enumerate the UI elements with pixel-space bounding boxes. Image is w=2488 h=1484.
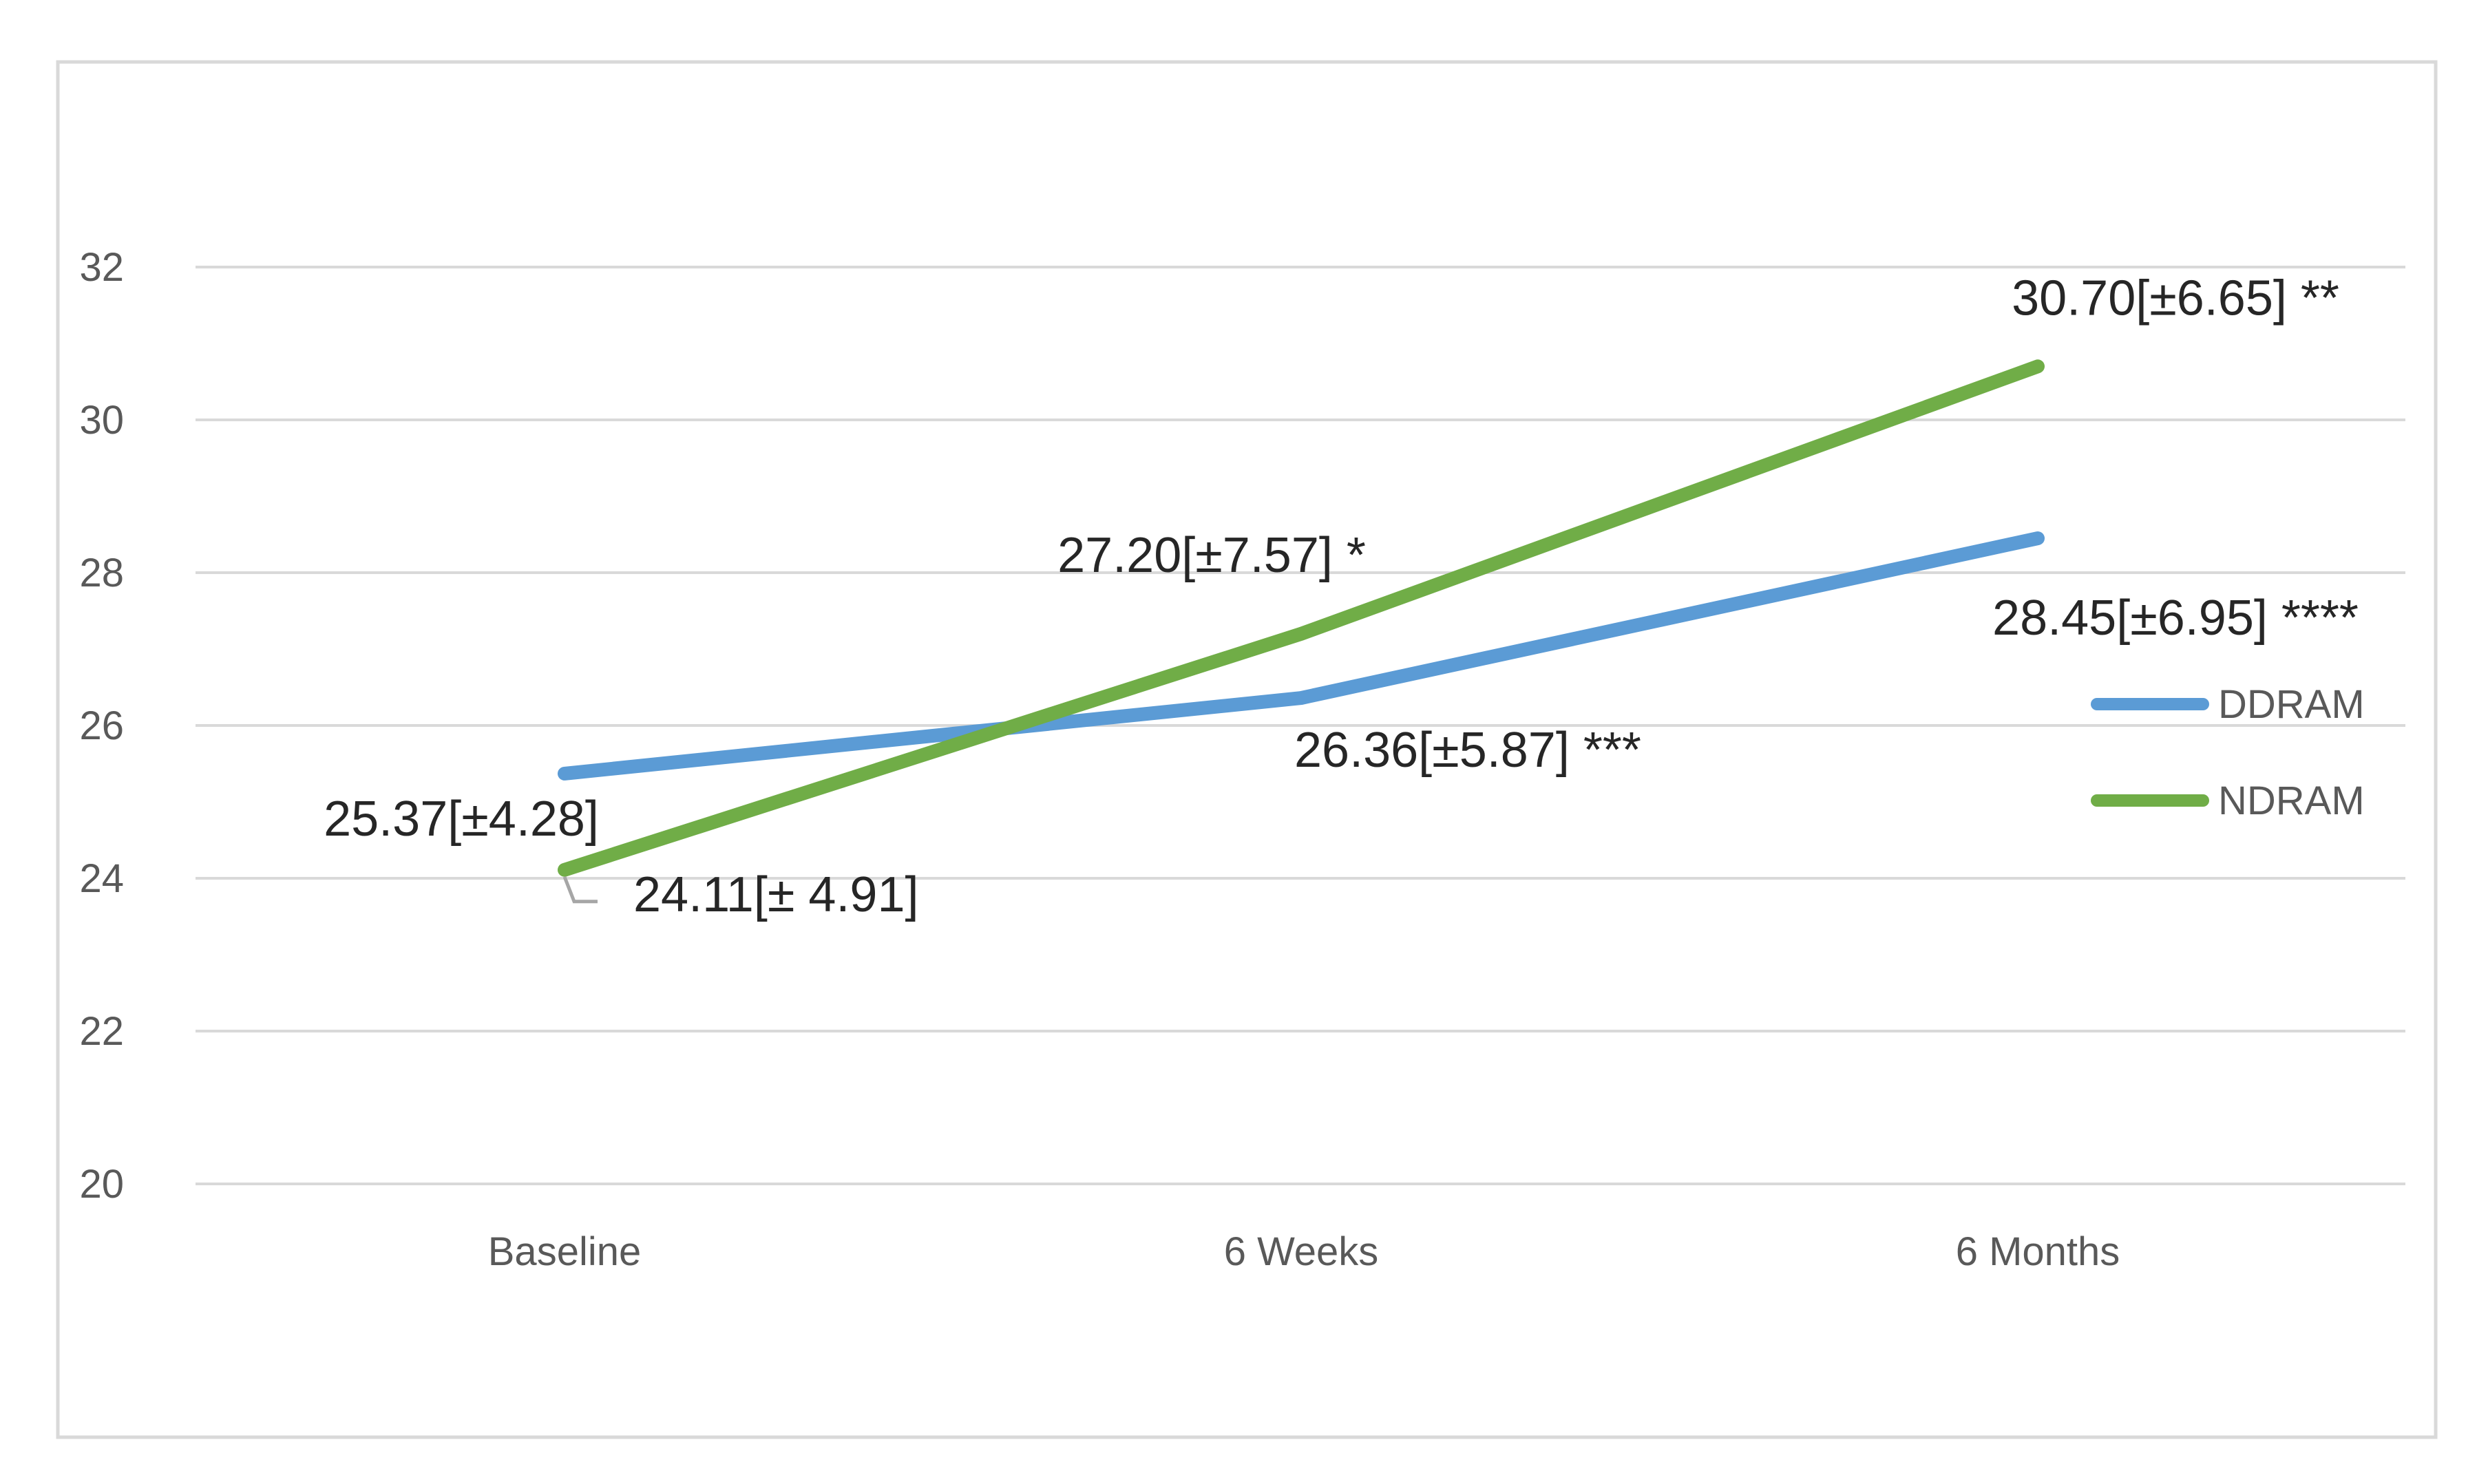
legend: DDRAM NDRAM <box>2091 682 2365 823</box>
leader-line <box>562 876 598 904</box>
y-tick-label: 20 <box>79 1162 124 1207</box>
series-line-ndram <box>558 359 2045 877</box>
data-point <box>1300 633 1302 635</box>
data-point <box>564 869 565 871</box>
y-tick-label: 32 <box>79 245 124 290</box>
x-axis-ticks: Baseline 6 Weeks 6 Months <box>488 1229 2120 1274</box>
data-label: 26.36[±5.87] *** <box>1294 723 1641 778</box>
data-point <box>564 773 565 774</box>
data-label: 25.37[±4.28] <box>324 792 599 847</box>
legend-label: DDRAM <box>2218 682 2365 727</box>
x-tick-label: 6 Months <box>1956 1229 2120 1274</box>
y-axis-ticks: 20 22 24 26 28 30 32 <box>79 245 124 1207</box>
data-label: 30.70[±6.65] ** <box>2012 271 2339 326</box>
data-point <box>2037 365 2038 367</box>
data-point <box>2037 538 2038 539</box>
y-tick-label: 22 <box>79 1009 124 1054</box>
data-labels: 25.37[±4.28] 26.36[±5.87] *** 28.45[±6.95]… <box>324 271 2359 922</box>
data-label: 28.45[±6.95] **** <box>1992 591 2359 646</box>
data-label: 27.20[±7.57] * <box>1057 528 1366 583</box>
series-line-ddram <box>558 531 2045 781</box>
x-tick-label: 6 Weeks <box>1224 1229 1379 1274</box>
y-tick-label: 24 <box>79 856 124 901</box>
y-tick-label: 30 <box>79 398 124 443</box>
data-point <box>1300 697 1302 699</box>
series-lines <box>558 359 2045 877</box>
x-tick-label: Baseline <box>488 1229 641 1274</box>
data-label: 24.11[± 4.91] <box>633 867 919 922</box>
gridlines <box>196 266 2405 1185</box>
y-tick-label: 28 <box>79 551 124 595</box>
chart-border <box>56 60 2438 1439</box>
y-tick-label: 26 <box>79 703 124 748</box>
legend-label: NDRAM <box>2218 778 2365 823</box>
